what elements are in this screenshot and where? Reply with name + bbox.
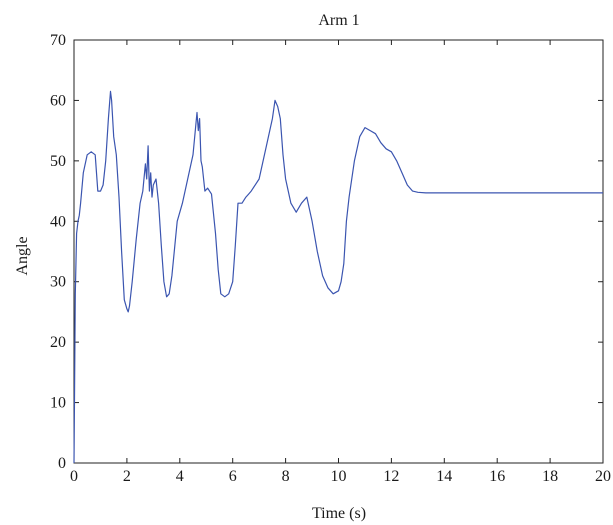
- plot-area: [73, 39, 604, 464]
- x-tick-label: 14: [436, 468, 452, 485]
- x-tick-label: 10: [331, 468, 347, 485]
- x-tick-label: 12: [383, 468, 399, 485]
- y-tick-label: 50: [50, 153, 66, 170]
- y-tick-label: 40: [50, 213, 66, 230]
- chart-title: Arm 1: [318, 12, 359, 29]
- x-tick-label: 6: [229, 468, 237, 485]
- x-tick-label: 20: [595, 468, 611, 485]
- y-tick-label: 60: [50, 92, 66, 109]
- x-tick-label: 4: [176, 468, 184, 485]
- series-line-arm-1: [73, 90, 603, 464]
- x-axis-label: Time (s): [312, 505, 366, 522]
- y-axis: 0 10 20 30 40 50 60 70: [50, 32, 603, 472]
- y-tick-label: 70: [50, 32, 66, 49]
- x-tick-label: 8: [282, 468, 290, 485]
- y-tick-label: 0: [58, 455, 66, 472]
- y-tick-label: 20: [50, 334, 66, 351]
- y-tick-label: 30: [50, 274, 66, 291]
- x-tick-label: 18: [542, 468, 558, 485]
- x-tick-label: 0: [70, 468, 78, 485]
- y-axis-label: Angle: [14, 236, 31, 275]
- x-tick-label: 16: [489, 468, 505, 485]
- y-tick-label: 10: [50, 395, 66, 412]
- x-axis: 0 2 4 6 8 10 12 14 16 18 20: [70, 40, 611, 485]
- x-tick-label: 2: [123, 468, 131, 485]
